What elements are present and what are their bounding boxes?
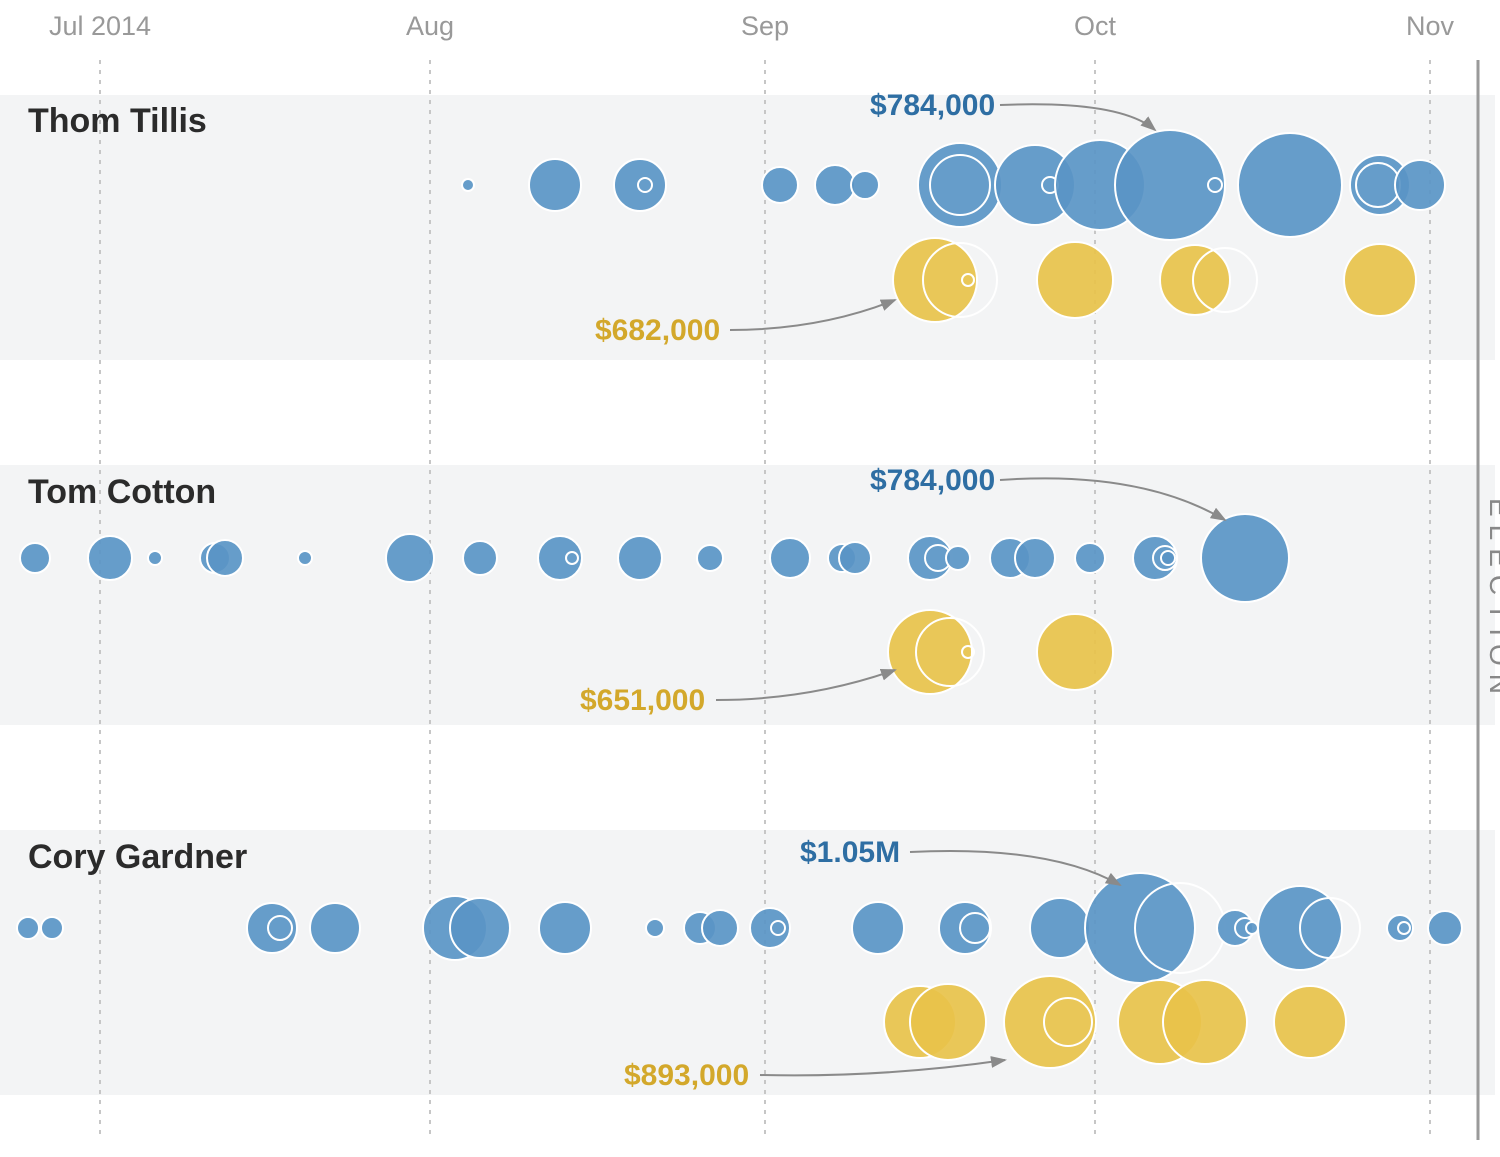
bubble-ring: [962, 274, 974, 286]
bubble: [17, 917, 39, 939]
bubble-ring: [268, 916, 292, 940]
month-label: Sep: [741, 11, 789, 41]
bubble: [463, 541, 497, 575]
month-label: Oct: [1074, 11, 1117, 41]
bubble: [839, 542, 871, 574]
bubble: [910, 984, 986, 1060]
amount-annotation: $651,000: [580, 684, 705, 717]
bubble: [1201, 514, 1289, 602]
bubble: [1428, 911, 1462, 945]
amount-annotation: $784,000: [870, 89, 995, 122]
amount-annotation: $1.05M: [800, 836, 900, 869]
bubble: [148, 551, 162, 565]
bubble: [1395, 160, 1445, 210]
bubble: [41, 917, 63, 939]
bubble-ring: [638, 178, 652, 192]
bubble: [20, 543, 50, 573]
amount-annotation: $784,000: [870, 464, 995, 497]
bubble-ring: [962, 646, 974, 658]
bubble: [386, 534, 434, 582]
bubble: [450, 898, 510, 958]
bubble-ring: [1208, 178, 1222, 192]
bubble: [1344, 244, 1416, 316]
bubble: [1238, 133, 1342, 237]
bubble: [697, 545, 723, 571]
bubble-ring: [1193, 248, 1257, 312]
bubble-ring: [960, 913, 990, 943]
bubble: [298, 551, 312, 565]
bubble-ring: [1135, 883, 1225, 973]
bubble-ring: [566, 552, 578, 564]
bubble-ring: [1398, 922, 1410, 934]
candidate-name: Tom Cotton: [28, 473, 216, 511]
bubble: [702, 910, 738, 946]
bubble: [207, 540, 243, 576]
candidate-name: Thom Tillis: [28, 102, 207, 140]
bubble: [1163, 980, 1247, 1064]
bubble: [1030, 898, 1090, 958]
bubble: [851, 171, 879, 199]
bubble: [310, 903, 360, 953]
month-label: Nov: [1406, 11, 1455, 41]
bubble: [762, 167, 798, 203]
bubble: [852, 902, 904, 954]
bubble: [1161, 551, 1175, 565]
bubble-ring: [930, 155, 990, 215]
bubble: [462, 179, 474, 191]
bubble-ring: [923, 243, 997, 317]
bubble: [946, 546, 970, 570]
bubble: [618, 536, 662, 580]
bubble-ring: [1300, 898, 1360, 958]
bubble: [1274, 986, 1346, 1058]
bubble: [1037, 242, 1113, 318]
election-label: ELECTION: [1484, 498, 1500, 702]
month-label: Aug: [406, 11, 454, 41]
bubble: [88, 536, 132, 580]
bubble-ring: [1044, 998, 1092, 1046]
bubble: [646, 919, 664, 937]
bubble: [1246, 922, 1258, 934]
candidate-name: Cory Gardner: [28, 838, 247, 876]
bubble: [1015, 538, 1055, 578]
timeline-bubble-chart: Jul 2014 Aug Sep Oct Nov ELECTION Thom Tillis $…: [0, 0, 1500, 1157]
bubble-ring: [771, 921, 785, 935]
bubble-ring: [1356, 163, 1400, 207]
bubble: [1037, 614, 1113, 690]
bubble: [815, 165, 855, 205]
row-bg: [0, 465, 1495, 725]
bubble: [1075, 543, 1105, 573]
month-label: Jul 2014: [49, 11, 151, 41]
bubble: [770, 538, 810, 578]
amount-annotation: $682,000: [595, 314, 720, 347]
bubble: [539, 902, 591, 954]
bubble: [529, 159, 581, 211]
amount-annotation: $893,000: [624, 1059, 749, 1092]
